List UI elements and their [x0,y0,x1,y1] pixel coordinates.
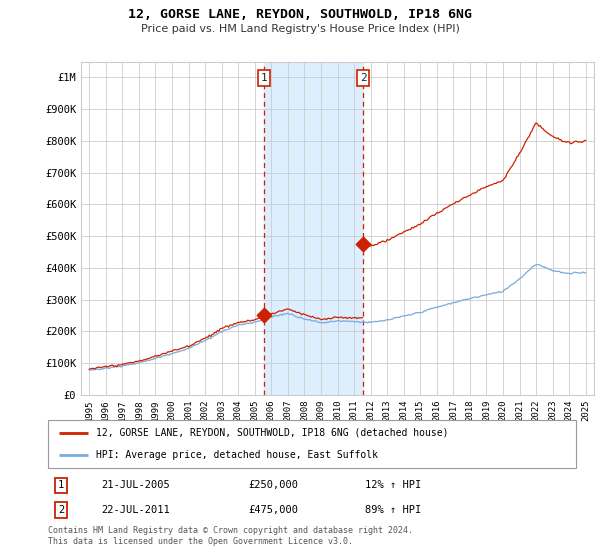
FancyBboxPatch shape [48,420,576,468]
Text: 1: 1 [260,73,267,83]
Bar [264,62,363,395]
Text: Contains HM Land Registry data © Crown copyright and database right 2024.
This d: Contains HM Land Registry data © Crown c… [48,526,413,546]
Text: 89% ↑ HPI: 89% ↑ HPI [365,505,421,515]
Text: 12, GORSE LANE, REYDON, SOUTHWOLD, IP18 6NG (detached house): 12, GORSE LANE, REYDON, SOUTHWOLD, IP18 … [95,428,448,438]
Text: 21-JUL-2005: 21-JUL-2005 [101,480,170,491]
Point [358,240,368,249]
Text: £475,000: £475,000 [248,505,299,515]
Text: Price paid vs. HM Land Registry's House Price Index (HPI): Price paid vs. HM Land Registry's House … [140,24,460,34]
Text: HPI: Average price, detached house, East Suffolk: HPI: Average price, detached house, East… [95,450,377,460]
Text: £250,000: £250,000 [248,480,299,491]
Text: 2: 2 [58,505,64,515]
Text: 22-JUL-2011: 22-JUL-2011 [101,505,170,515]
Text: 2: 2 [360,73,367,83]
Point [259,311,269,320]
Text: 12% ↑ HPI: 12% ↑ HPI [365,480,421,491]
Text: 1: 1 [58,480,64,491]
Text: 12, GORSE LANE, REYDON, SOUTHWOLD, IP18 6NG: 12, GORSE LANE, REYDON, SOUTHWOLD, IP18 … [128,8,472,21]
